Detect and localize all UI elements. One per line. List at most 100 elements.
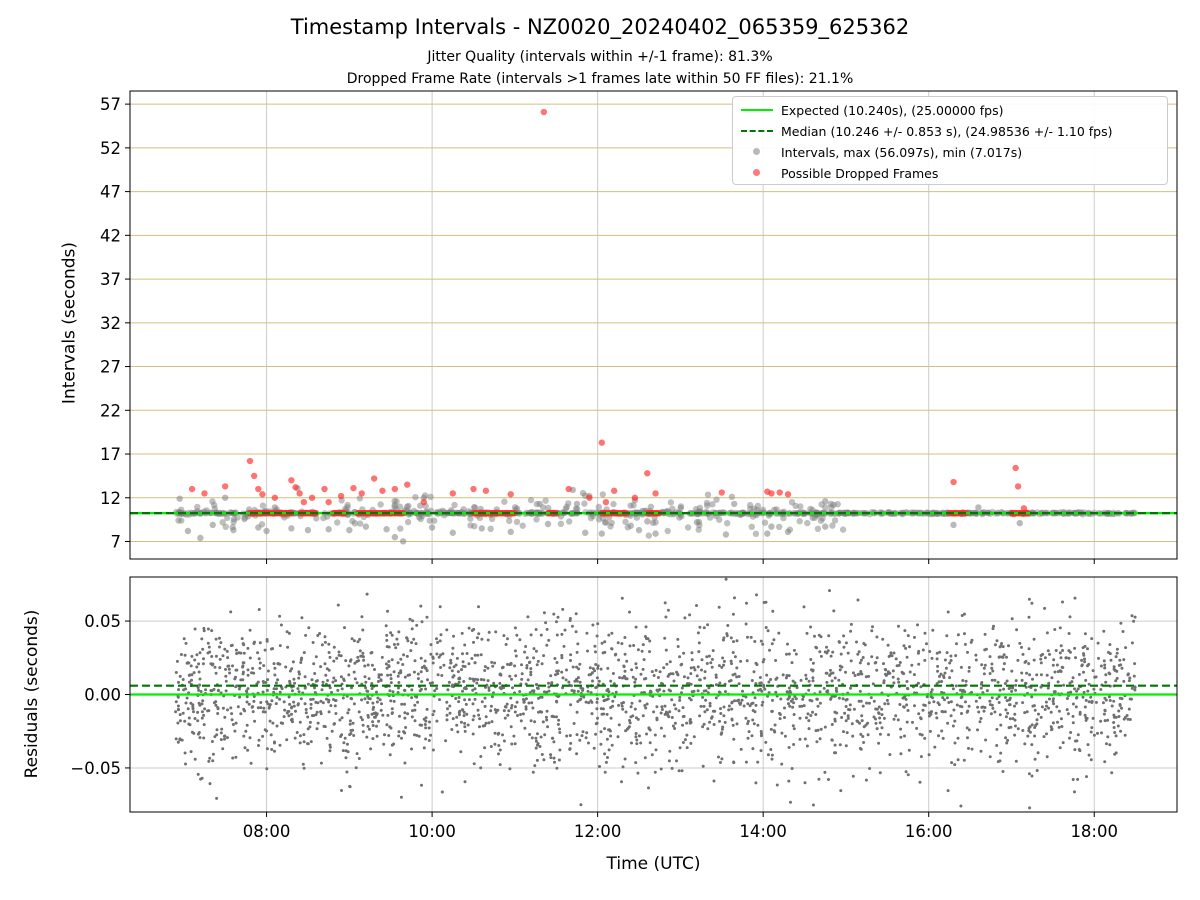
residual-point xyxy=(542,611,546,615)
residual-point xyxy=(818,690,822,694)
residuals-y-axis-label: Residuals (seconds) xyxy=(22,609,42,779)
residual-point xyxy=(955,703,959,707)
residual-point xyxy=(770,642,774,646)
residual-point xyxy=(1032,658,1036,662)
residual-point xyxy=(436,641,440,644)
residual-point xyxy=(981,691,985,695)
residual-point xyxy=(472,714,476,718)
residual-point xyxy=(652,674,656,677)
residual-point xyxy=(497,731,501,735)
residual-point xyxy=(555,715,558,719)
residual-point xyxy=(1090,726,1094,730)
interval-point xyxy=(320,514,327,522)
residual-point xyxy=(696,665,700,669)
residual-point xyxy=(193,658,197,662)
residual-point xyxy=(954,654,958,658)
residual-point xyxy=(316,634,320,637)
residual-point xyxy=(216,706,220,709)
residual-point xyxy=(686,676,690,680)
residual-point xyxy=(334,712,338,715)
residual-point xyxy=(607,690,611,694)
residual-point xyxy=(558,748,562,752)
interval-point xyxy=(184,527,192,535)
residual-point xyxy=(1014,759,1018,763)
residual-point xyxy=(1086,647,1089,651)
residual-point xyxy=(1052,690,1056,694)
residual-point xyxy=(437,655,441,659)
residual-point xyxy=(385,666,389,670)
dropped-frame-point xyxy=(271,494,279,501)
residual-point xyxy=(1110,771,1114,775)
residual-point xyxy=(328,745,332,749)
residual-point xyxy=(858,689,862,693)
residual-point xyxy=(1097,656,1100,660)
residual-point xyxy=(1094,700,1098,704)
y-tick-label: −0.05 xyxy=(70,759,121,778)
residual-point xyxy=(397,681,401,684)
residual-point xyxy=(811,679,815,683)
residual-point xyxy=(1031,677,1034,681)
residual-point xyxy=(241,678,245,682)
residual-point xyxy=(849,629,853,633)
residual-point xyxy=(1128,718,1132,721)
residual-point xyxy=(800,704,804,708)
residual-point xyxy=(737,682,741,686)
residual-point xyxy=(463,643,467,647)
residual-point xyxy=(446,688,450,692)
residual-point xyxy=(710,665,714,669)
residual-point xyxy=(595,707,599,711)
residual-point xyxy=(257,608,261,611)
residual-point xyxy=(591,667,595,671)
residual-point xyxy=(590,671,594,675)
residual-point xyxy=(431,661,435,665)
residual-point xyxy=(708,701,712,705)
residual-point xyxy=(735,722,739,726)
residual-point xyxy=(571,665,575,669)
residual-point xyxy=(273,666,277,670)
residual-point xyxy=(383,733,386,737)
residual-point xyxy=(598,765,601,768)
residual-point xyxy=(708,720,712,724)
residual-point xyxy=(787,746,791,749)
residual-point xyxy=(527,701,531,705)
residual-point xyxy=(1078,710,1082,714)
residual-point xyxy=(410,688,414,692)
residual-point xyxy=(357,710,361,714)
legend-item-dropped-frames: Possible Dropped Frames xyxy=(741,163,938,183)
residual-point xyxy=(586,689,590,693)
residual-point xyxy=(645,702,649,706)
residual-point xyxy=(259,701,263,704)
residual-point xyxy=(690,658,694,662)
residual-point xyxy=(1008,717,1012,721)
interval-point xyxy=(313,515,320,522)
residual-point xyxy=(676,672,680,676)
residual-point xyxy=(313,672,317,675)
residual-point xyxy=(940,710,944,713)
residual-point xyxy=(635,742,639,746)
residual-point xyxy=(347,673,351,677)
residual-point xyxy=(303,702,307,706)
residual-point xyxy=(979,749,983,753)
residual-point xyxy=(840,665,844,669)
residual-point xyxy=(288,702,292,706)
residual-point xyxy=(685,746,689,750)
residual-point xyxy=(793,695,797,698)
residual-point xyxy=(575,665,579,669)
residual-point xyxy=(283,708,287,712)
residual-point xyxy=(634,735,638,739)
residual-point xyxy=(897,624,900,628)
residual-point xyxy=(844,705,848,708)
residual-point xyxy=(760,703,764,707)
residual-point xyxy=(343,626,346,630)
residual-point xyxy=(774,690,778,694)
residual-point xyxy=(845,697,849,701)
residual-point xyxy=(899,727,903,731)
residual-point xyxy=(729,636,733,640)
residual-point xyxy=(886,670,890,674)
dropped-frame-point xyxy=(644,470,651,477)
dropped-frame-point xyxy=(337,492,345,500)
residual-point xyxy=(238,695,242,699)
interval-point xyxy=(635,526,643,534)
residual-point xyxy=(837,678,841,682)
legend-label: Expected (10.240s), (25.00000 fps) xyxy=(781,102,1004,118)
